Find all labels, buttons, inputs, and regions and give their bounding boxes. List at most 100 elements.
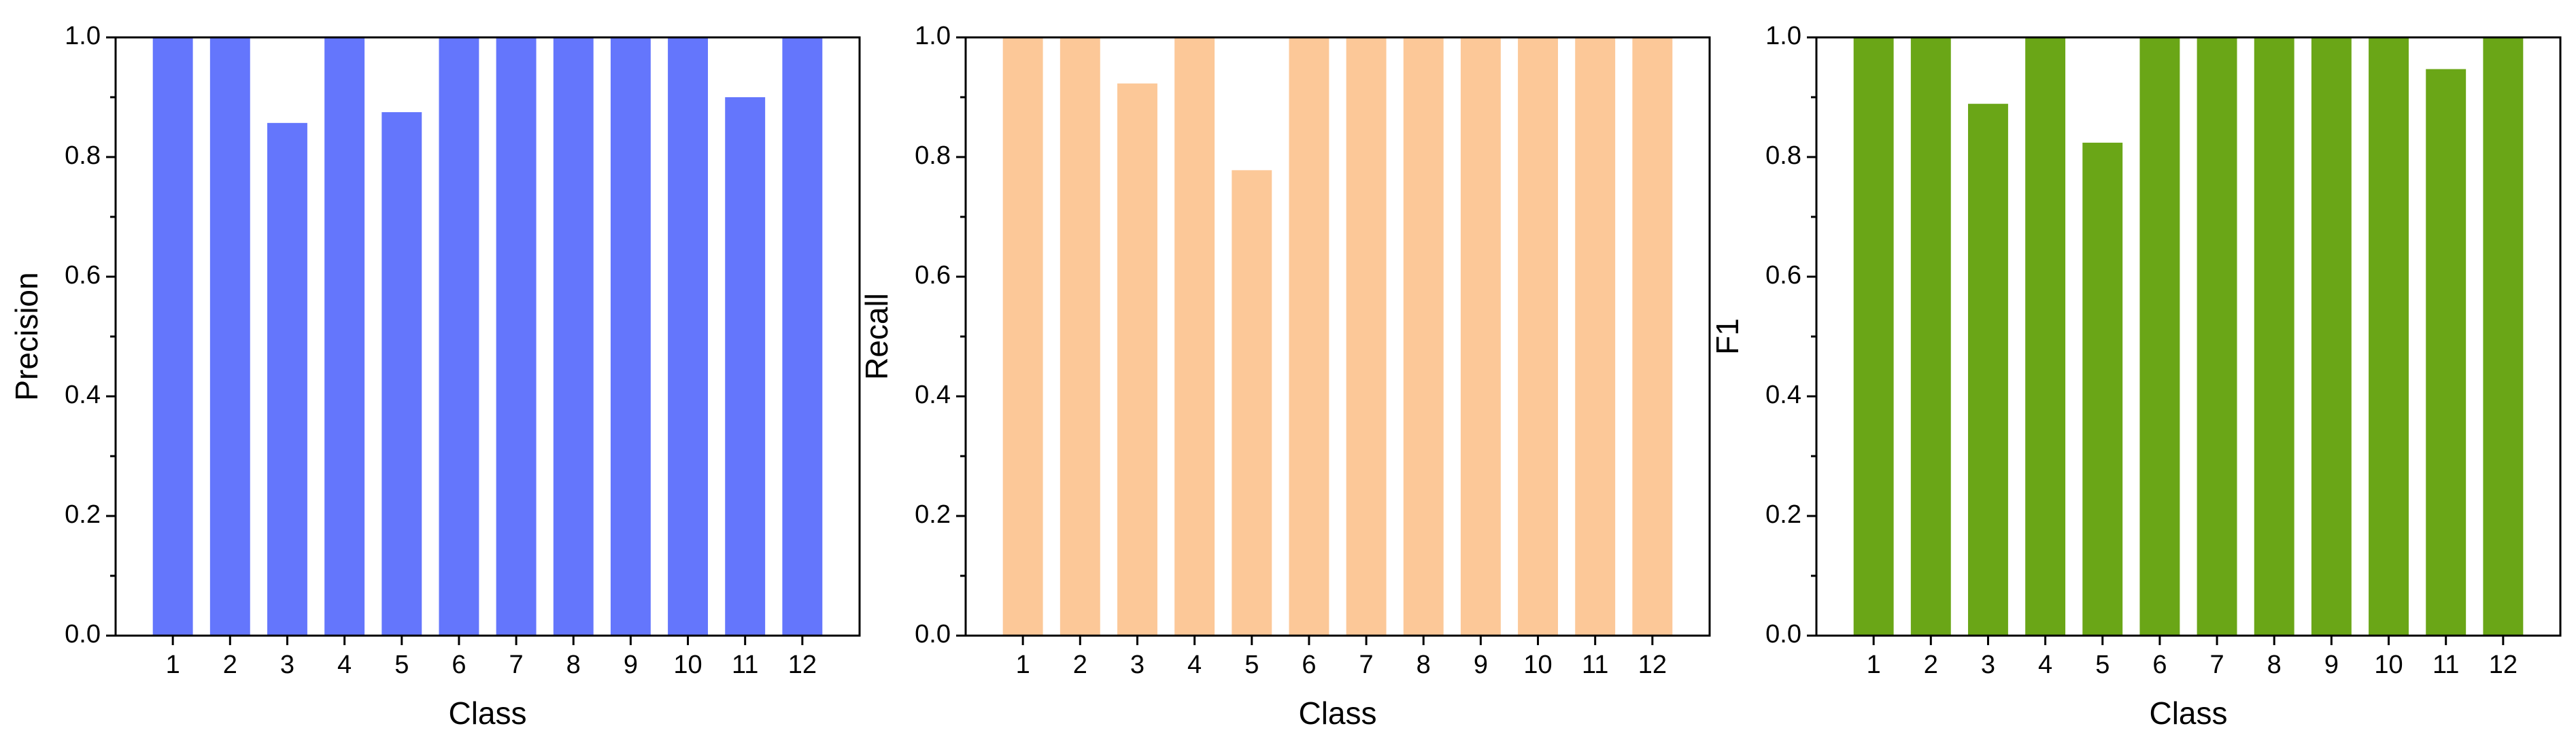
bar — [610, 37, 651, 636]
x-tick-label: 2 — [1073, 651, 1087, 679]
y-tick-label: 0.0 — [65, 620, 101, 649]
bar — [2025, 37, 2066, 636]
bar — [2197, 37, 2237, 636]
bar — [2483, 37, 2524, 636]
bar — [1632, 37, 1673, 636]
bar — [439, 37, 479, 636]
x-tick-label: 12 — [788, 651, 817, 679]
bar — [1289, 37, 1329, 636]
y-tick-label: 0.4 — [1765, 381, 1801, 409]
x-tick-label: 4 — [1187, 651, 1202, 679]
bar — [1460, 37, 1501, 636]
bar — [1174, 37, 1215, 636]
bar — [1910, 37, 1951, 636]
x-tick-label: 9 — [2324, 651, 2339, 679]
y-tick-label: 0.8 — [915, 141, 951, 170]
x-tick-label: 2 — [1924, 651, 1938, 679]
x-tick-label: 1 — [166, 651, 180, 679]
x-tick-label: 7 — [2210, 651, 2224, 679]
y-tick-label: 1.0 — [65, 22, 101, 50]
y-tick-label: 0.6 — [915, 261, 951, 290]
x-tick-label: 8 — [2267, 651, 2282, 679]
bar — [1575, 37, 1616, 636]
y-axis-label: Precision — [9, 272, 44, 400]
bar — [1403, 37, 1444, 636]
x-axis-label: Class — [1298, 695, 1376, 731]
bar — [725, 97, 766, 636]
x-tick-label: 10 — [1523, 651, 1552, 679]
chart-panel-2: 0.00.20.40.60.81.01 2 3 4 5 6 7 8 9 10 11 12ClassRe… — [859, 22, 1711, 731]
bar — [1002, 37, 1043, 636]
x-tick-label: 4 — [2038, 651, 2052, 679]
x-axis-label: Class — [2149, 695, 2227, 731]
bar — [2082, 142, 2123, 636]
x-tick-label: 12 — [1638, 651, 1667, 679]
chart-panel-1: 0.00.20.40.60.81.01 2 3 4 5 6 7 8 9 10 11 12ClassPr… — [9, 22, 861, 731]
y-tick-label: 0.4 — [65, 381, 101, 409]
x-tick-label: 6 — [452, 651, 466, 679]
x-tick-label: 11 — [1582, 651, 1608, 679]
x-tick-label: 3 — [1981, 651, 1995, 679]
bar — [782, 37, 823, 636]
bar — [553, 37, 594, 636]
bar — [2369, 37, 2409, 636]
x-tick-label: 3 — [1130, 651, 1145, 679]
y-tick-label: 0.2 — [65, 500, 101, 529]
x-tick-label: 10 — [673, 651, 702, 679]
x-tick-label: 2 — [223, 651, 237, 679]
bar — [1968, 103, 2008, 636]
y-tick-label: 0.0 — [915, 620, 951, 649]
bar — [668, 37, 708, 636]
bar — [1232, 170, 1272, 636]
x-axis-label: Class — [448, 695, 526, 731]
y-tick-label: 0.2 — [1765, 500, 1801, 529]
x-tick-label: 6 — [1302, 651, 1316, 679]
y-tick-label: 0.6 — [1765, 261, 1801, 290]
x-tick-label: 1 — [1867, 651, 1881, 679]
bar — [152, 37, 193, 636]
bar — [2139, 37, 2180, 636]
x-tick-label: 4 — [337, 651, 352, 679]
y-tick-label: 0.8 — [65, 141, 101, 170]
y-tick-label: 0.4 — [915, 381, 951, 409]
y-tick-label: 0.2 — [915, 500, 951, 529]
bar — [2426, 69, 2467, 636]
y-axis-label: F1 — [1710, 318, 1745, 355]
x-tick-label: 3 — [280, 651, 294, 679]
bar — [2254, 37, 2294, 636]
x-tick-label: 7 — [1359, 651, 1374, 679]
y-tick-label: 0.8 — [1765, 141, 1801, 170]
x-tick-label: 7 — [509, 651, 524, 679]
y-tick-label: 0.0 — [1765, 620, 1801, 649]
x-tick-label: 9 — [1474, 651, 1488, 679]
bar — [1346, 37, 1387, 636]
x-tick-label: 9 — [624, 651, 638, 679]
bar — [1117, 83, 1157, 636]
bar — [496, 37, 537, 636]
x-tick-label: 6 — [2152, 651, 2167, 679]
bar — [267, 122, 307, 636]
x-tick-label: 10 — [2374, 651, 2403, 679]
y-tick-label: 0.6 — [65, 261, 101, 290]
x-tick-label: 5 — [2095, 651, 2109, 679]
x-tick-label: 5 — [394, 651, 409, 679]
x-tick-label: 8 — [566, 651, 581, 679]
x-tick-label: 12 — [2489, 651, 2518, 679]
x-tick-label: 11 — [2433, 651, 2459, 679]
y-tick-label: 1.0 — [915, 22, 951, 50]
x-tick-label: 11 — [732, 651, 758, 679]
x-tick-label: 8 — [1417, 651, 1431, 679]
bar — [1853, 37, 1894, 636]
y-tick-label: 1.0 — [1765, 22, 1801, 50]
bar — [324, 37, 365, 636]
y-axis-label: Recall — [859, 293, 894, 380]
x-tick-label: 1 — [1016, 651, 1030, 679]
bar — [1518, 37, 1558, 636]
x-tick-label: 5 — [1244, 651, 1259, 679]
bar — [209, 37, 250, 636]
bar — [1060, 37, 1100, 636]
bar — [382, 112, 422, 636]
bar — [2311, 37, 2352, 636]
